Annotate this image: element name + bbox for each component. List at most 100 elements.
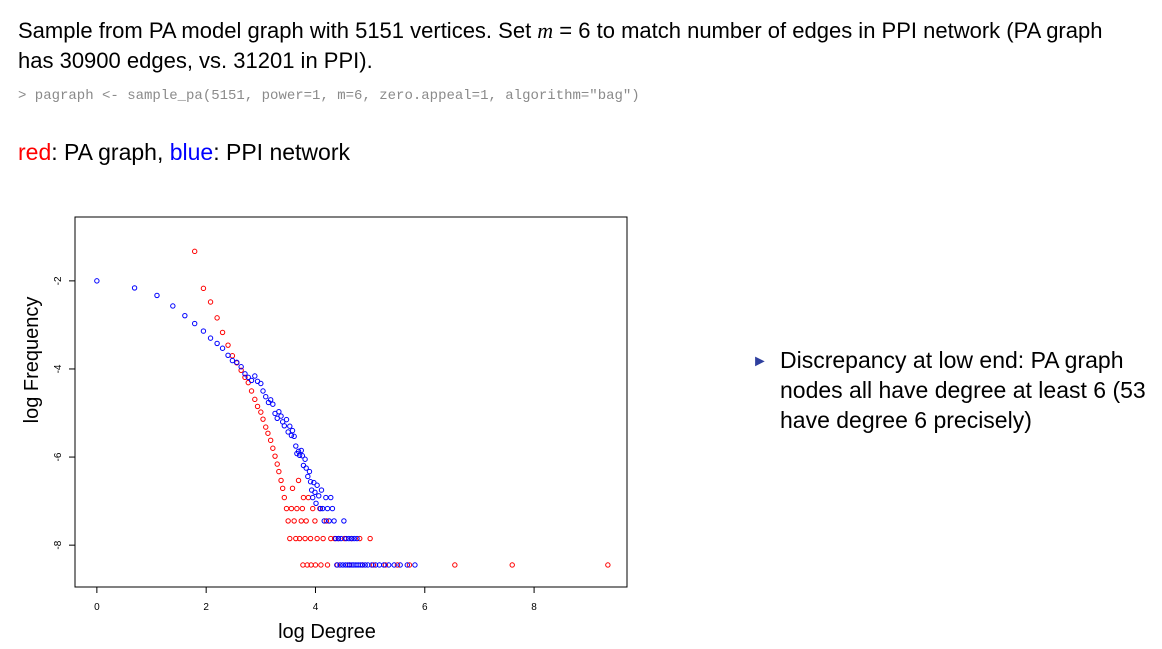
ppi-point-15 xyxy=(245,374,251,381)
pa-point-35 xyxy=(296,535,303,542)
pa-point-26 xyxy=(283,505,290,512)
ppi-point-73 xyxy=(351,535,357,542)
ppi-point-12 xyxy=(234,359,240,366)
ppi-point-23 xyxy=(267,397,274,403)
pa-point-70 xyxy=(509,562,515,568)
ppi-point-64 xyxy=(329,505,336,512)
x-axis: 0 2 4 6 8 xyxy=(94,587,537,613)
ppi-point-36 xyxy=(291,433,297,440)
ppi-point-41 xyxy=(298,447,304,454)
pa-point-29 xyxy=(288,505,295,512)
pa-point-56 xyxy=(300,562,306,568)
ppi-point-33 xyxy=(287,423,293,429)
ppi-point-59 xyxy=(321,518,327,524)
ppi-point-48 xyxy=(307,479,314,485)
ppi-point-58 xyxy=(319,505,326,512)
x-tick-label-4: 8 xyxy=(531,602,537,613)
x-axis-label: log Degree xyxy=(278,621,376,643)
ppi-point-34 xyxy=(288,432,295,439)
ppi-point-83 xyxy=(359,562,366,568)
ppi-point-53 xyxy=(313,500,319,507)
y-tick-label-2: -6 xyxy=(53,452,64,461)
ppi-point-10 xyxy=(225,352,231,359)
pa-point-15 xyxy=(260,416,266,422)
bullet-text: Discrepancy at low end: PA graph nodes a… xyxy=(780,347,1146,433)
intro-text: Sample from PA model graph with 5151 ver… xyxy=(18,16,1138,76)
x-tick-label-1: 2 xyxy=(203,602,209,613)
ppi-point-44 xyxy=(302,456,308,462)
ppi-point-51 xyxy=(311,479,317,486)
pa-point-36 xyxy=(298,518,304,524)
pa-point-65 xyxy=(370,562,377,568)
pa-point-0 xyxy=(191,248,198,255)
ppi-point-13 xyxy=(238,364,244,370)
pa-point-28 xyxy=(287,535,293,542)
pa-point-12 xyxy=(252,396,258,403)
ppi-point-30 xyxy=(281,423,288,429)
ppi-point-1 xyxy=(131,285,138,291)
ppi-point-66 xyxy=(332,535,339,542)
pa-point-32 xyxy=(293,535,299,542)
ppi-point-6 xyxy=(200,328,207,334)
ppi-point-92 xyxy=(397,562,403,568)
ppi-point-37 xyxy=(293,443,299,449)
ppi-point-54 xyxy=(314,482,320,488)
ppi-point-78 xyxy=(349,562,355,568)
ppi-point-35 xyxy=(289,427,296,434)
legend-blue-word: blue xyxy=(169,139,214,165)
pa-point-39 xyxy=(302,535,308,542)
ppi-point-17 xyxy=(252,373,258,379)
ppi-point-91 xyxy=(391,562,397,568)
ppi-point-28 xyxy=(278,413,284,419)
intro-math-m: m xyxy=(537,18,554,43)
ppi-point-2 xyxy=(154,292,160,299)
color-legend-text: red: PA graph, blue: PPI network xyxy=(18,139,350,166)
ppi-point-87 xyxy=(372,562,379,568)
ppi-point-93 xyxy=(404,562,410,568)
legend-red-word: red xyxy=(18,139,52,165)
ppi-point-43 xyxy=(300,462,307,469)
pa-point-48 xyxy=(323,518,330,524)
ppi-point-84 xyxy=(362,562,368,568)
ppi-point-90 xyxy=(386,562,392,568)
ppi-point-4 xyxy=(182,312,188,319)
pa-point-38 xyxy=(300,494,307,501)
pa-point-31 xyxy=(291,518,297,524)
ppi-point-5 xyxy=(191,320,198,327)
pa-point-45 xyxy=(314,535,320,542)
bullet-triangle-icon: ► xyxy=(752,353,768,370)
pa-point-42 xyxy=(307,535,314,542)
ppi-point-57 xyxy=(318,487,325,493)
ppi-point-65 xyxy=(331,518,337,524)
ppi-point-52 xyxy=(312,489,318,495)
y-tick-label-3: -8 xyxy=(53,540,64,549)
pa-point-60 xyxy=(318,562,324,568)
pa-point-25 xyxy=(281,494,288,501)
ppi-point-46 xyxy=(305,473,311,480)
ppi-point-67 xyxy=(335,535,342,542)
pa-point-6 xyxy=(229,353,236,359)
ppi-point-0 xyxy=(94,278,100,284)
intro-part2: = 6 to match number of edges in PPI netw… xyxy=(18,18,1103,73)
ppi-point-50 xyxy=(310,494,316,501)
ppi-point-24 xyxy=(270,401,276,407)
ppi-point-11 xyxy=(229,357,236,364)
intro-part1: Sample from PA model graph with 5151 ver… xyxy=(18,18,538,43)
pa-point-41 xyxy=(305,494,312,501)
pa-point-71 xyxy=(605,562,611,568)
ppi-point-71 xyxy=(346,535,352,542)
y-axis-label: log Frequency xyxy=(21,297,43,424)
ppi-point-85 xyxy=(365,562,371,568)
pa-point-21 xyxy=(274,461,280,467)
pa-point-34 xyxy=(295,477,302,484)
code-line: > pagraph <- sample_pa(5151, power=1, m=… xyxy=(18,88,640,104)
pa-point-2 xyxy=(207,299,214,305)
legend-red-rest: : PA graph, xyxy=(51,139,170,165)
ppi-point-89 xyxy=(381,562,387,568)
pa-point-11 xyxy=(248,388,255,394)
pa-point-3 xyxy=(214,315,220,321)
ppi-point-7 xyxy=(207,335,214,341)
ppi-point-56 xyxy=(317,505,324,512)
ppi-point-27 xyxy=(276,408,282,415)
pa-point-43 xyxy=(310,505,316,512)
